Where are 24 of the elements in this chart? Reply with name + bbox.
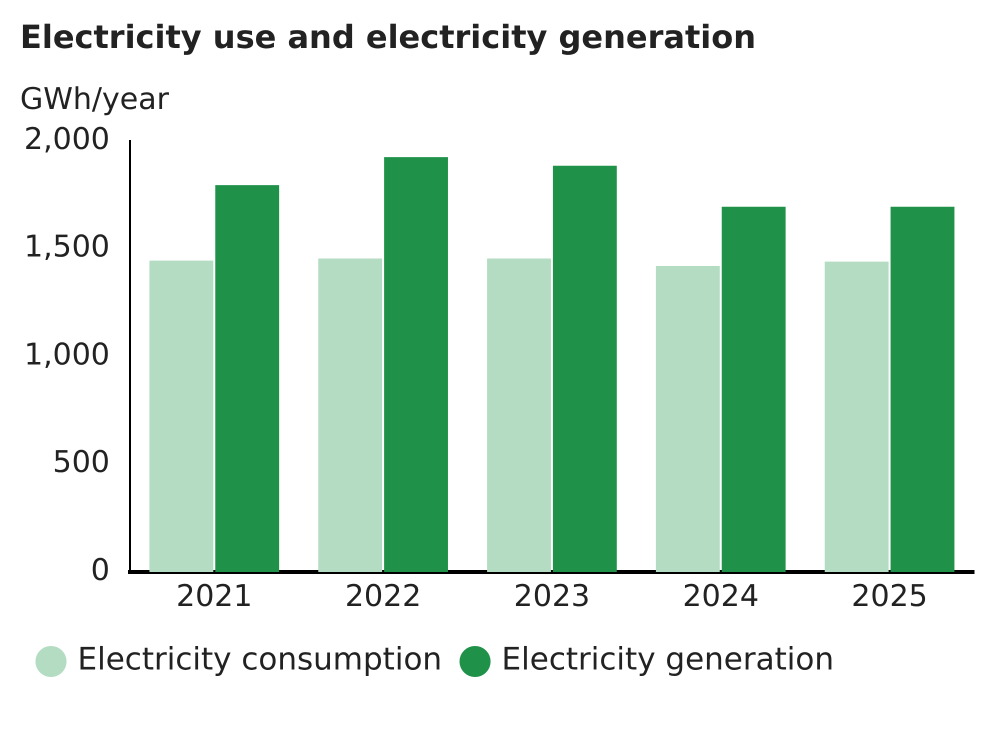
bar: [722, 206, 786, 572]
x-tick-label: 2025: [851, 578, 928, 614]
y-tick-label: 1,000: [24, 337, 110, 372]
y-tick-label: 2,000: [24, 122, 110, 157]
bar: [552, 166, 617, 572]
chart-title: Electricity use and electricity generation: [20, 18, 757, 56]
bar: [487, 258, 551, 572]
legend-label: Electricity consumption: [78, 642, 442, 678]
bar: [890, 206, 954, 572]
x-tick-label: 2024: [682, 578, 759, 614]
x-tick-label: 2023: [514, 578, 590, 614]
bar: [824, 262, 889, 572]
x-tick-label: 2021: [176, 578, 252, 614]
y-axis-title: GWh/year: [20, 82, 170, 117]
x-tick-label: 2022: [344, 578, 422, 614]
bar: [656, 266, 720, 572]
legend-label: Electricity generation: [502, 642, 834, 678]
y-tick-label: 1,500: [24, 230, 110, 265]
y-tick-label: 0: [90, 552, 110, 588]
bar: [318, 258, 382, 572]
bar: [384, 157, 448, 572]
bar: [149, 260, 214, 572]
y-tick-label: 500: [52, 445, 110, 480]
bar: [215, 185, 280, 572]
